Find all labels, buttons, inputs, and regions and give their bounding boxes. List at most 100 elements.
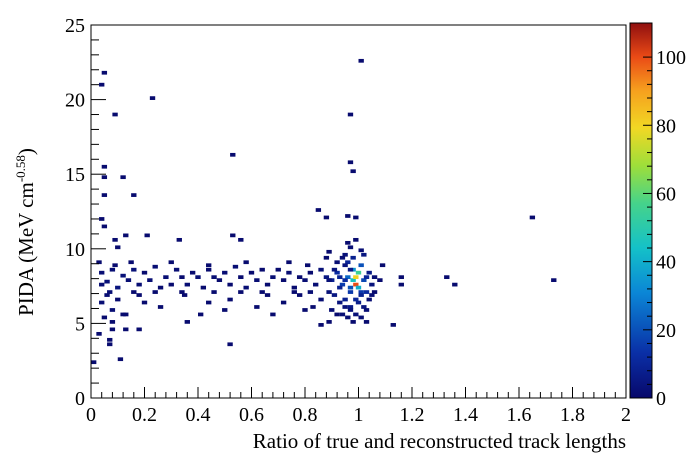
heatmap-bin-11	[101, 175, 108, 180]
heatmap-bin-6	[347, 112, 354, 117]
heatmap-bin-136	[96, 331, 102, 336]
heatmap-bins	[91, 58, 557, 365]
heatmap-bin-121	[206, 300, 212, 305]
heatmap-bin-96	[337, 300, 343, 305]
color-bar-tick-label: 60	[656, 183, 676, 205]
x-tick-label: 1.2	[400, 404, 425, 426]
heatmap-bin-30	[99, 270, 105, 275]
heatmap-bin-78	[353, 282, 359, 287]
heatmap-bin-64	[280, 278, 287, 282]
heatmap-bin-143	[390, 323, 396, 327]
heatmap-bin-138	[107, 342, 113, 347]
heatmap-bin-79	[353, 275, 359, 280]
heatmap-bin-12	[120, 175, 126, 180]
heatmap-bin-88	[350, 255, 356, 260]
heatmap-bin-194	[342, 305, 348, 309]
heatmap-bin-104	[347, 245, 354, 250]
y-tick-label: 10	[65, 239, 85, 261]
heatmap-bin-102	[371, 275, 378, 280]
heatmap-bin-97	[331, 293, 338, 297]
heatmap-bin-176	[350, 320, 356, 324]
heatmap-bin-31	[104, 279, 110, 284]
heatmap-bin-42	[163, 275, 169, 280]
heatmap-bin-2	[101, 70, 108, 75]
heatmap-bin-178	[366, 297, 372, 302]
heatmap-bin-71	[318, 267, 324, 272]
heatmap-bin-9	[350, 169, 356, 174]
heatmap-bin-134	[141, 300, 148, 305]
heatmap-bin-159	[128, 260, 134, 265]
x-tick-label: 0.8	[293, 404, 318, 426]
heatmap-bin-175	[339, 312, 346, 317]
heatmap-bin-22	[238, 237, 244, 242]
heatmap-bin-60	[259, 267, 265, 272]
heatmap-bin-108	[342, 252, 348, 257]
heatmap-bin-74	[334, 270, 340, 275]
heatmap-bin-145	[326, 320, 332, 324]
heatmap-bin-80	[355, 270, 362, 275]
heatmap-bin-146	[398, 282, 404, 287]
heatmap-bin-165	[131, 290, 137, 294]
heatmap-bin-58	[248, 270, 255, 275]
heatmap-bin-191	[326, 278, 332, 282]
heatmap-bin-40	[152, 264, 158, 269]
heatmap-bin-137	[107, 337, 113, 342]
x-axis: 0 0.2 0.4 0.6 0.8 1 1.2 1.4 1.6 1.8 2	[86, 387, 631, 426]
heatmap-bin-166	[152, 290, 158, 294]
heatmap-bin-95	[361, 305, 367, 309]
heatmap-bin-101	[345, 315, 351, 320]
heatmap-bin-168	[211, 290, 217, 294]
color-bar-tick-label: 0	[656, 388, 666, 410]
x-axis-label: Ratio of true and reconstructed track le…	[253, 429, 626, 453]
heatmap-bin-77	[350, 278, 356, 282]
heatmap-bin-24	[323, 215, 330, 220]
heatmap-bin-185	[358, 290, 364, 294]
heatmap-bin-3	[112, 112, 118, 117]
heatmap-bin-111	[104, 293, 110, 297]
heatmap-bin-98	[326, 290, 332, 294]
heatmap-bin-193	[347, 308, 354, 312]
heatmap-bin-192	[369, 293, 375, 297]
heatmap-bin-19	[144, 233, 150, 238]
heatmap-bin-128	[318, 297, 324, 302]
y-tick-label: 15	[65, 164, 85, 186]
heatmap-bin-48	[195, 275, 201, 280]
color-bar-tick-label: 80	[656, 115, 676, 137]
heatmap-bin-93	[347, 305, 354, 309]
y-axis-label-exponent: -0.58	[13, 155, 28, 182]
heatmap-bin-157	[107, 290, 113, 294]
heatmap-bin-35	[125, 278, 132, 282]
heatmap-bin-92	[342, 297, 348, 302]
color-bar-ticks: 0 20 40 60 80 100	[643, 47, 686, 410]
heatmap-bin-129	[198, 312, 204, 317]
heatmap-bin-86	[347, 290, 354, 294]
heatmap-bin-23	[315, 208, 322, 212]
heatmap-bin-70	[313, 282, 319, 287]
heatmap-bin-109	[358, 248, 364, 253]
heatmap-bin-53	[222, 270, 228, 275]
heatmap-bin-150	[551, 278, 557, 282]
plot-frame	[90, 24, 627, 399]
heatmap-bin-158	[112, 263, 118, 268]
heatmap-bin-57	[243, 285, 249, 290]
color-bar-tick-label: 20	[656, 320, 676, 342]
heatmap-bin-7	[358, 58, 364, 63]
heatmap-bin-55	[232, 264, 239, 269]
heatmap-bin-124	[264, 293, 271, 297]
heatmap-bin-140	[136, 327, 142, 332]
heatmap-bin-75	[339, 282, 346, 287]
heatmap-bin-16	[101, 224, 108, 229]
heatmap-bin-170	[259, 290, 265, 294]
heatmap-bin-46	[184, 282, 190, 287]
heatmap-bin-89	[361, 252, 367, 257]
heatmap-bin-72	[323, 275, 330, 280]
heatmap-bin-81	[355, 285, 362, 290]
heatmap-bin-164	[305, 263, 311, 268]
heatmap-bin-29	[115, 245, 121, 250]
heatmap-bin-51	[211, 275, 217, 280]
heatmap-bin-188	[353, 297, 359, 302]
heatmap-bin-44	[173, 267, 180, 272]
heatmap-bin-112	[109, 308, 116, 312]
heatmap-bin-155	[96, 260, 102, 265]
heatmap-bin-125	[280, 300, 287, 305]
